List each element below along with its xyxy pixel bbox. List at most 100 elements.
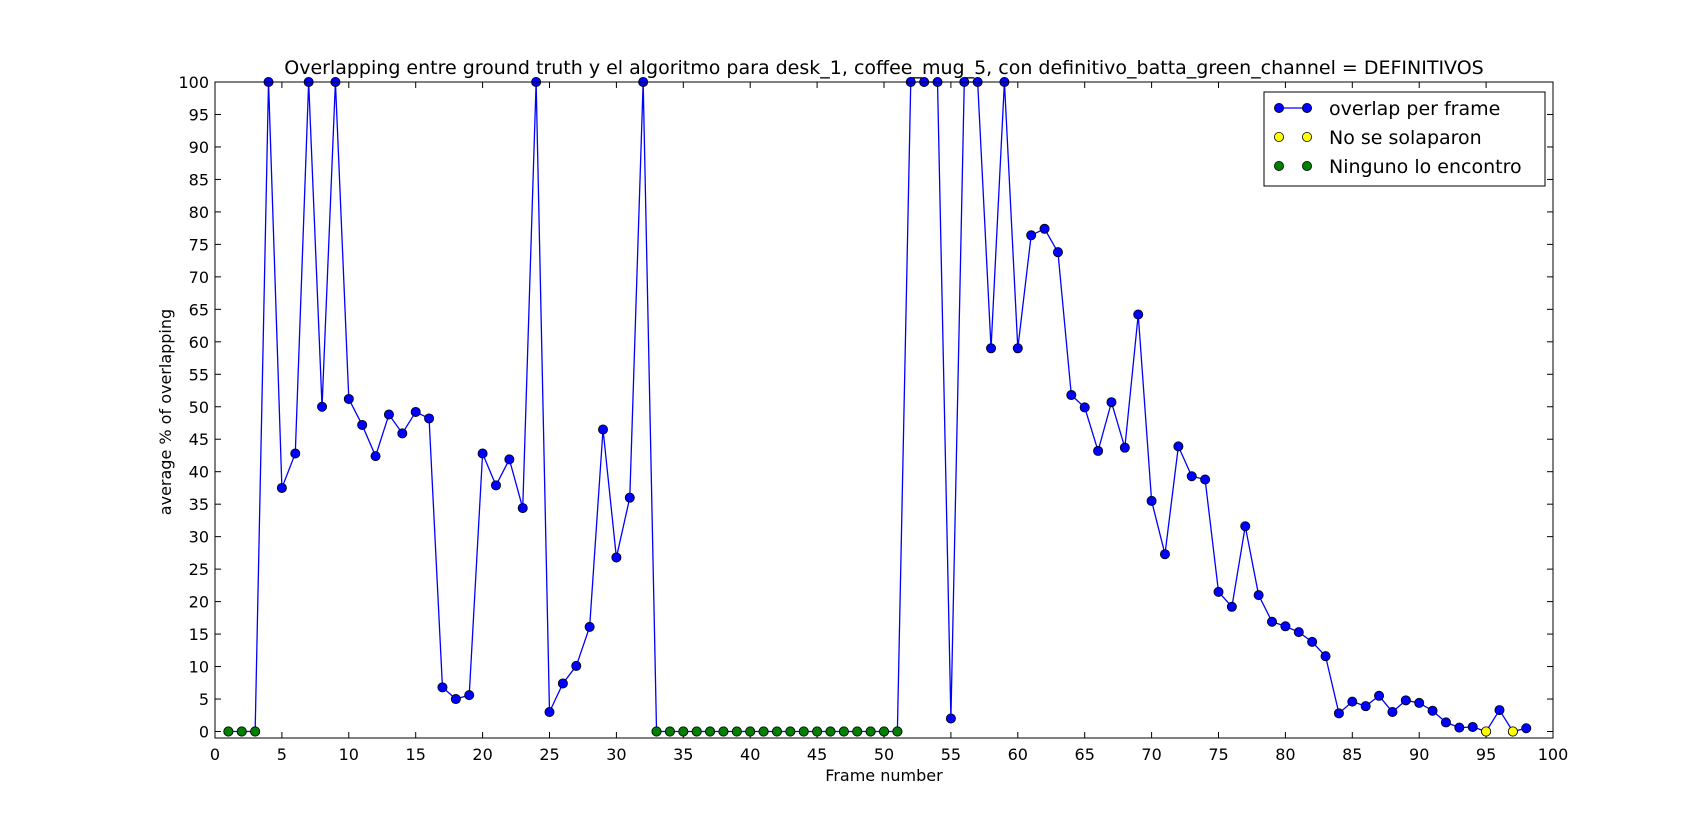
- data-point-series-0: [1320, 651, 1331, 662]
- data-point-series-0: [1093, 445, 1104, 456]
- x-tick-label: 50: [874, 745, 894, 764]
- data-point-series-0: [1267, 616, 1278, 627]
- data-point-series-0: [1374, 690, 1385, 701]
- data-point-series-0: [1293, 627, 1304, 638]
- y-tick-label: 50: [189, 398, 209, 417]
- data-point-series-2: [664, 726, 675, 737]
- data-point-series-2: [879, 726, 890, 737]
- data-point-series-2: [731, 726, 742, 737]
- legend-label: overlap per frame: [1329, 98, 1500, 120]
- data-point-series-0: [584, 621, 595, 632]
- data-point-series-0: [357, 419, 368, 430]
- data-point-series-2: [798, 726, 809, 737]
- y-tick-label: 5: [199, 690, 209, 709]
- data-point-series-0: [1400, 695, 1411, 706]
- data-point-series-2: [785, 726, 796, 737]
- data-point-series-0: [317, 401, 328, 412]
- data-point-series-0: [1226, 601, 1237, 612]
- data-point-series-0: [1012, 343, 1023, 354]
- x-tick-label: 75: [1208, 745, 1228, 764]
- data-point-series-2: [852, 726, 863, 737]
- y-tick-label: 20: [189, 593, 209, 612]
- x-tick-label: 0: [210, 745, 220, 764]
- y-tick-label: 40: [189, 463, 209, 482]
- legend-marker: [1302, 103, 1313, 114]
- legend-marker: [1274, 160, 1285, 171]
- y-tick-label: 0: [199, 723, 209, 742]
- legend-marker: [1302, 131, 1313, 142]
- ticks-layer: 0 5 10 15 20 25 30 35 40 45 50 55 60 65 70 75 80 85 90 95 10…: [178, 73, 1568, 764]
- y-tick-label: 45: [189, 430, 209, 449]
- data-point-series-0: [290, 448, 301, 459]
- x-tick-label: 10: [339, 745, 359, 764]
- data-point-series-0: [1360, 701, 1371, 712]
- data-point-series-0: [1079, 402, 1090, 413]
- x-tick-label: 80: [1275, 745, 1295, 764]
- data-point-series-0: [1052, 247, 1063, 258]
- data-point-series-0: [504, 454, 515, 465]
- data-point-series-0: [410, 406, 421, 417]
- data-point-series-0: [490, 480, 501, 491]
- y-tick-label: 10: [189, 658, 209, 677]
- y-tick-label: 75: [189, 235, 209, 254]
- data-point-series-2: [651, 726, 662, 737]
- x-tick-label: 55: [941, 745, 961, 764]
- x-tick-label: 100: [1538, 745, 1569, 764]
- x-tick-label: 95: [1476, 745, 1496, 764]
- y-tick-label: 30: [189, 528, 209, 547]
- x-axis-label: Frame number: [825, 766, 943, 785]
- data-point-series-0: [1159, 549, 1170, 560]
- data-point-series-0: [1066, 390, 1077, 401]
- x-tick-label: 40: [740, 745, 760, 764]
- y-tick-label: 80: [189, 203, 209, 222]
- data-point-series-0: [383, 409, 394, 420]
- data-point-series-0: [598, 424, 609, 435]
- series-layer: [223, 77, 1532, 737]
- data-point-series-0: [424, 413, 435, 424]
- legend-marker: [1274, 103, 1285, 114]
- x-tick-label: 85: [1342, 745, 1362, 764]
- data-point-series-0: [1347, 696, 1358, 707]
- y-tick-label: 100: [178, 73, 209, 92]
- data-point-series-2: [865, 726, 876, 737]
- data-point-series-0: [1440, 717, 1451, 728]
- data-point-series-0: [1253, 590, 1264, 601]
- data-point-series-0: [1333, 708, 1344, 719]
- chart-title: Overlapping entre ground truth y el algo…: [284, 57, 1483, 79]
- data-point-series-1: [1481, 726, 1492, 737]
- data-point-series-0: [1213, 586, 1224, 597]
- legend: overlap per frame No se solaparon Ninguno …: [1263, 91, 1546, 187]
- data-point-series-2: [812, 726, 823, 737]
- data-point-series-0: [1427, 705, 1438, 716]
- data-point-series-2: [838, 726, 849, 737]
- legend-marker: [1274, 131, 1285, 142]
- data-point-series-2: [678, 726, 689, 737]
- plot-frame: [214, 81, 1554, 739]
- data-point-series-0: [624, 492, 635, 503]
- x-tick-label: 25: [539, 745, 559, 764]
- legend-marker: [1302, 160, 1313, 171]
- data-point-series-0: [986, 343, 997, 354]
- data-point-series-0: [1173, 441, 1184, 452]
- data-point-series-1: [1507, 726, 1518, 737]
- x-tick-label: 15: [406, 745, 426, 764]
- y-tick-label: 35: [189, 495, 209, 514]
- data-point-series-0: [611, 552, 622, 563]
- data-point-series-0: [477, 448, 488, 459]
- data-point-series-0: [517, 503, 528, 514]
- y-tick-label: 65: [189, 300, 209, 319]
- data-point-series-0: [1467, 721, 1478, 732]
- data-point-series-0: [397, 428, 408, 439]
- data-point-series-0: [1200, 474, 1211, 485]
- x-tick-label: 5: [277, 745, 287, 764]
- y-tick-label: 95: [189, 105, 209, 124]
- x-tick-label: 30: [606, 745, 626, 764]
- data-point-series-2: [758, 726, 769, 737]
- x-tick-label: 70: [1141, 745, 1161, 764]
- y-axis-label: average % of overlapping: [156, 309, 175, 515]
- data-point-series-0: [1119, 442, 1130, 453]
- data-point-series-0: [1146, 495, 1157, 506]
- x-tick-label: 65: [1075, 745, 1095, 764]
- data-point-series-0: [1039, 223, 1050, 234]
